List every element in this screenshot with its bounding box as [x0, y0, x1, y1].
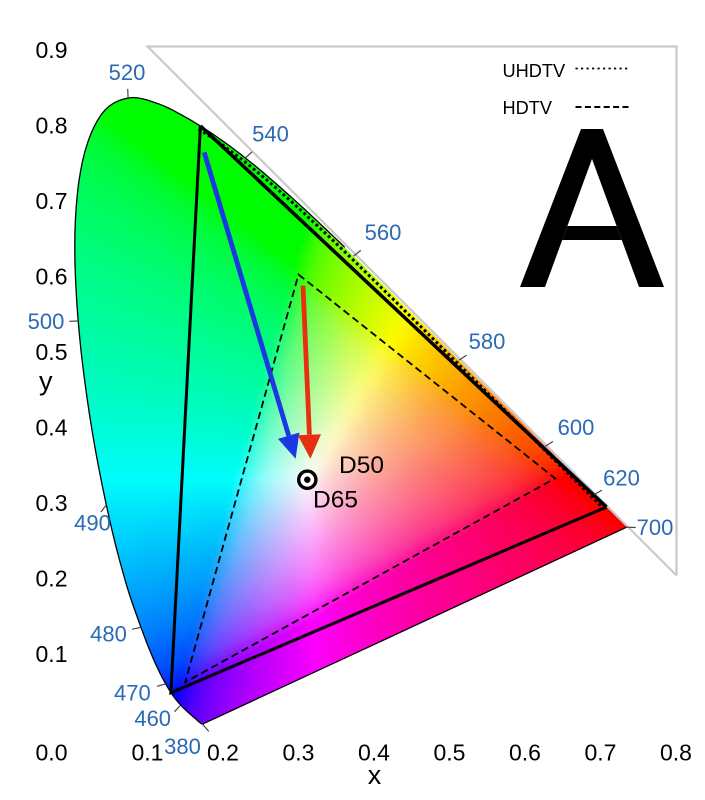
svg-text:700: 700 [637, 515, 674, 540]
svg-text:0.3: 0.3 [36, 490, 68, 516]
svg-text:0.0: 0.0 [36, 740, 68, 766]
svg-text:0.5: 0.5 [36, 339, 68, 365]
svg-text:540: 540 [252, 122, 289, 147]
svg-text:0.9: 0.9 [36, 37, 68, 63]
svg-text:490: 490 [74, 511, 111, 536]
svg-text:470: 470 [114, 680, 151, 705]
svg-text:0.4: 0.4 [36, 415, 68, 441]
svg-text:0.1: 0.1 [36, 641, 68, 667]
svg-text:0.8: 0.8 [660, 740, 692, 766]
svg-text:D65: D65 [313, 487, 358, 514]
svg-text:0.3: 0.3 [283, 740, 315, 766]
svg-text:460: 460 [134, 706, 171, 731]
svg-text:600: 600 [558, 415, 595, 440]
svg-text:0.8: 0.8 [36, 113, 68, 139]
svg-text:560: 560 [365, 220, 402, 245]
svg-text:x: x [368, 760, 382, 790]
svg-text:0.5: 0.5 [434, 740, 466, 766]
svg-text:0.7: 0.7 [585, 740, 617, 766]
svg-text:580: 580 [469, 329, 506, 354]
svg-text:480: 480 [90, 622, 127, 647]
svg-text:0.4: 0.4 [358, 740, 390, 766]
svg-text:0.2: 0.2 [36, 566, 68, 592]
svg-text:620: 620 [603, 466, 640, 491]
svg-text:520: 520 [109, 60, 146, 85]
svg-text:380: 380 [164, 734, 201, 759]
svg-text:HDTV: HDTV [503, 98, 553, 118]
svg-text:y: y [39, 366, 53, 396]
svg-text:0.6: 0.6 [509, 740, 541, 766]
svg-text:D50: D50 [339, 452, 384, 479]
svg-text:0.1: 0.1 [132, 740, 164, 766]
svg-text:0.6: 0.6 [36, 264, 68, 290]
svg-text:0.2: 0.2 [207, 740, 239, 766]
svg-text:500: 500 [28, 309, 65, 334]
svg-text:UHDTV: UHDTV [503, 61, 567, 81]
svg-text:0.7: 0.7 [36, 188, 68, 214]
